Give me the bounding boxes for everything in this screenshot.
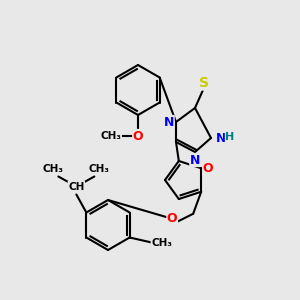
- Text: N: N: [216, 131, 226, 145]
- Text: CH₃: CH₃: [151, 238, 172, 248]
- Text: CH₃: CH₃: [100, 131, 122, 141]
- Text: O: O: [203, 162, 214, 175]
- Text: H: H: [225, 132, 235, 142]
- Text: CH₃: CH₃: [43, 164, 64, 175]
- Text: O: O: [167, 212, 178, 225]
- Text: N: N: [190, 154, 200, 166]
- Text: N: N: [164, 116, 174, 128]
- Text: S: S: [199, 76, 209, 90]
- Text: O: O: [133, 130, 143, 142]
- Text: CH₃: CH₃: [89, 164, 110, 175]
- Text: CH: CH: [68, 182, 85, 191]
